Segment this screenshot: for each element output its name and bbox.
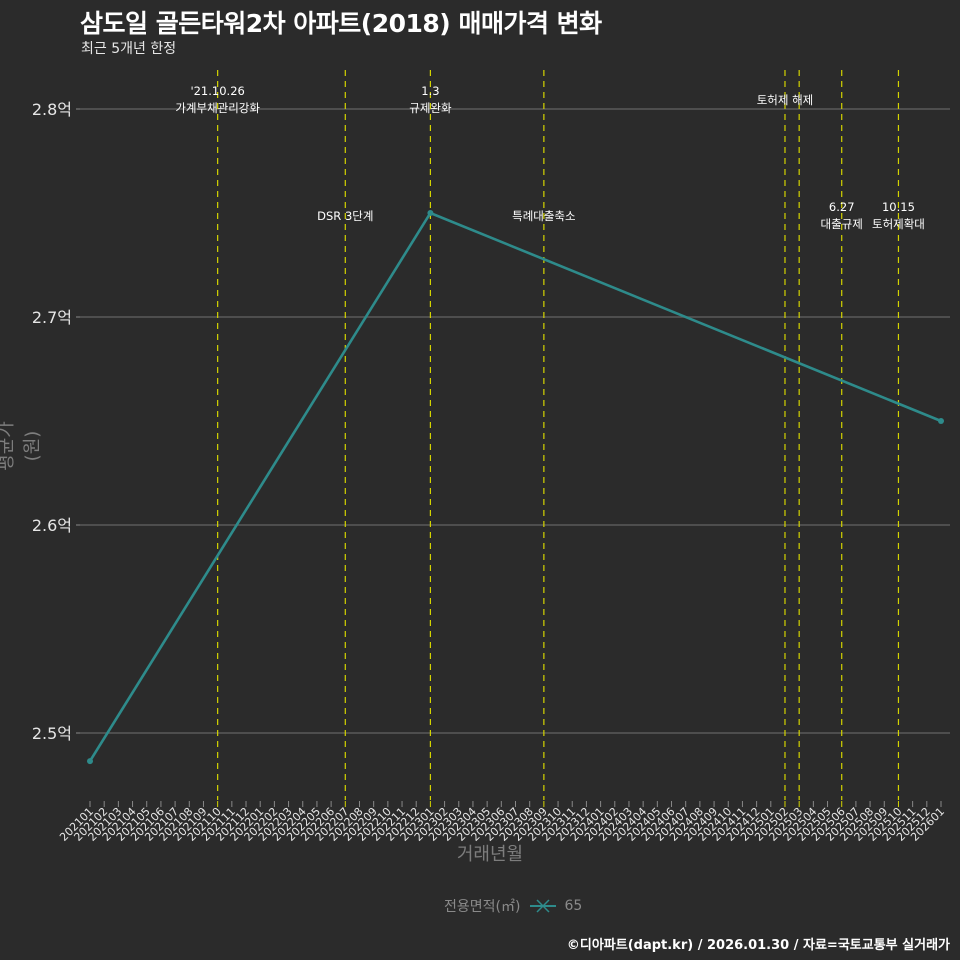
event-annotation: DSR 3단계	[317, 209, 373, 223]
chart-subtitle: 최근 5개년 한정	[81, 41, 177, 57]
legend-title: 전용면적(㎡)	[444, 899, 521, 915]
legend-item-label: 65	[564, 898, 583, 914]
chart-title: 삼도일 골든타워2차 아파트(2018) 매매가격 변화	[80, 9, 602, 38]
y-tick-label: 2.7억	[32, 308, 72, 327]
data-point	[427, 210, 434, 216]
event-annotation: 규제완화	[409, 101, 452, 115]
event-annotation: 대출규제	[821, 217, 863, 231]
legend-key-icon	[528, 896, 558, 916]
legend: 전용면적(㎡) 65	[444, 896, 582, 916]
event-annotation: 가계부채관리강화	[175, 101, 260, 115]
source-caption: ©디아파트(dapt.kr) / 2026.01.30 / 자료=국토교통부 실…	[566, 938, 950, 953]
event-annotation: 10.15	[882, 200, 915, 214]
event-annotation: 1.3	[421, 84, 439, 98]
data-point	[938, 418, 944, 424]
event-annotation: 특례대출축소	[512, 209, 575, 223]
x-axis-title: 거래년월	[456, 844, 524, 865]
event-annotation: 토허제 해제	[757, 93, 814, 107]
y-tick-label: 2.8억	[32, 100, 72, 119]
event-annotation: 토허제확대	[872, 217, 925, 231]
event-annotation: 6.27	[829, 200, 855, 214]
y-tick-label: 2.6억	[32, 516, 72, 535]
y-tick-label: 2.5억	[32, 724, 72, 743]
event-annotation: '21.10.26	[190, 84, 244, 98]
data-point	[87, 758, 93, 765]
y-axis-title: 평균가(원)	[0, 421, 43, 471]
